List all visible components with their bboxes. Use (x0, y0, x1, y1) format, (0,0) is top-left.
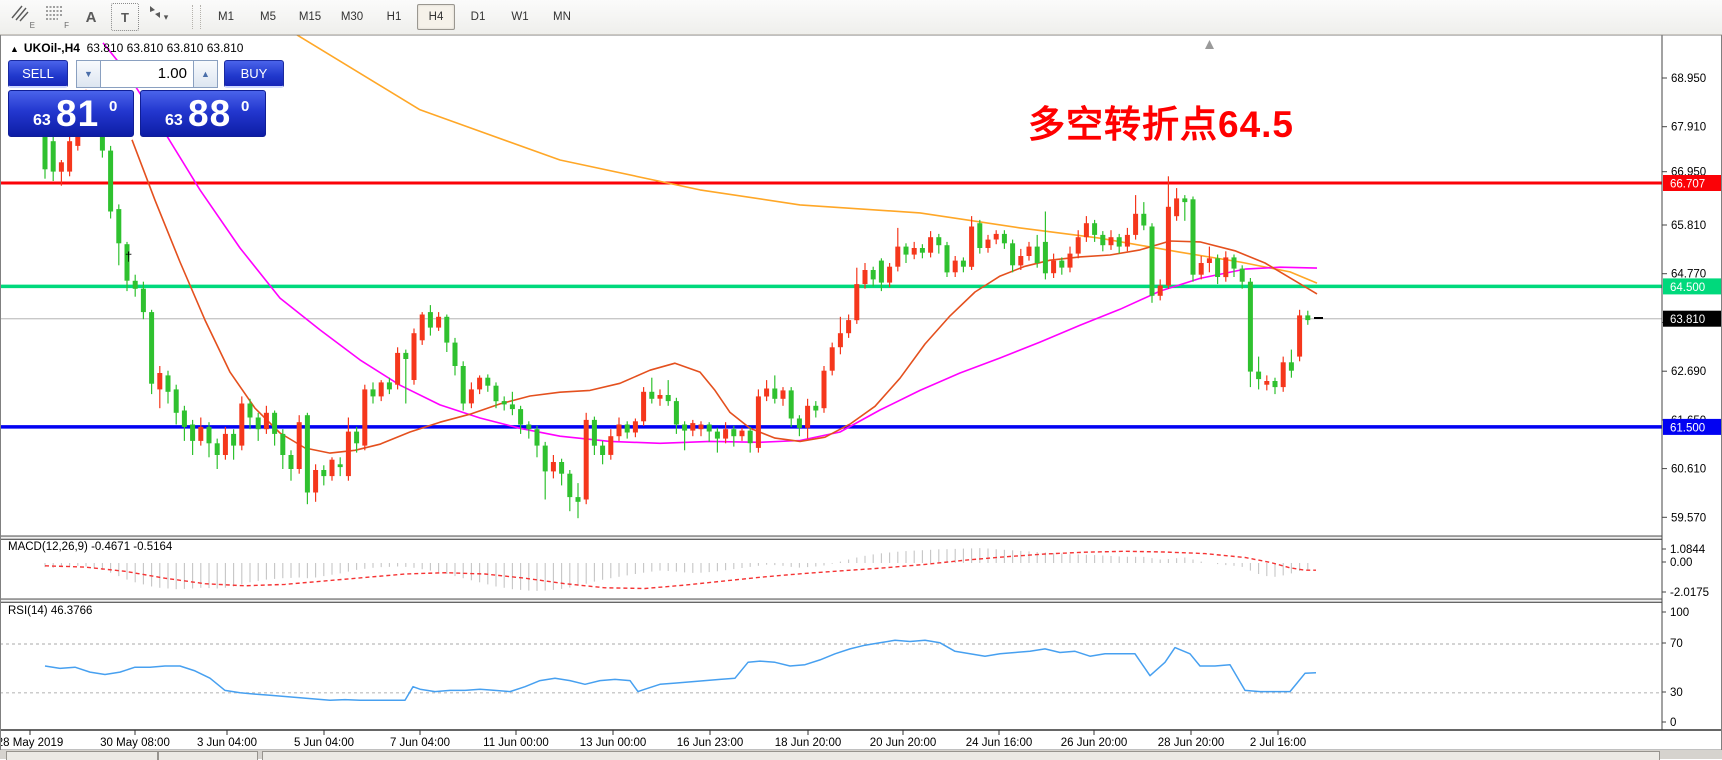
candles-group (42, 89, 1311, 519)
chart-annotation-text: 多空转折点64.5 (1028, 104, 1295, 145)
svg-text:63.810: 63.810 (1670, 314, 1705, 326)
date-label: 7 Jun 04:00 (390, 737, 450, 749)
chart-tab-1[interactable] (158, 751, 258, 760)
symbol-name: UKOil-,H4 (23, 41, 80, 55)
date-label: 30 May 08:00 (100, 737, 170, 749)
svg-text:62.690: 62.690 (1671, 366, 1706, 378)
svg-text:70: 70 (1670, 638, 1683, 650)
timeframe-button-mn[interactable]: MN (553, 11, 571, 23)
text-tool-icon[interactable]: A (85, 8, 97, 26)
timeframe-button-m15[interactable]: M15 (298, 11, 322, 23)
sell-quote-box[interactable]: 63 81 0 (8, 90, 134, 137)
date-label: 11 Jun 00:00 (483, 737, 549, 749)
date-label: 24 Jun 16:00 (966, 737, 1033, 749)
slow-ma-orange (296, 34, 1318, 284)
rsi-label: RSI(14) 46.3766 (8, 605, 93, 617)
timeframe-button-w1[interactable]: W1 (511, 11, 529, 23)
volume-input[interactable]: 1.00 (101, 60, 193, 88)
svg-text:68.950: 68.950 (1671, 73, 1706, 85)
ohlc-quotes: 63.810 63.810 63.810 63.810 (86, 41, 244, 55)
text-label-tool-icon[interactable]: T (111, 3, 139, 31)
sell-button[interactable]: SELL (8, 60, 68, 88)
svg-text:60.610: 60.610 (1671, 464, 1706, 476)
price-badge-64.500: 64.500 (1663, 278, 1721, 295)
date-label: 20 Jun 20:00 (870, 737, 937, 749)
date-label: 28 May 2019 (0, 737, 63, 749)
svg-text:0.00: 0.00 (1670, 557, 1692, 569)
volume-increase-button[interactable]: ▲ (193, 60, 218, 88)
one-click-trade-panel: SELL ▼ 1.00 ▲ BUY 63 81 0 63 88 0 (8, 60, 288, 137)
timeframe-button-h1[interactable]: H1 (386, 11, 402, 23)
price-badge-66.707: 66.707 (1663, 175, 1721, 191)
price-badge-61.500: 61.500 (1663, 418, 1721, 435)
timeframe-button-m1[interactable]: M1 (218, 11, 234, 23)
rsi-panel[interactable] (0, 639, 1662, 701)
date-label: 28 Jun 20:00 (1158, 737, 1225, 749)
svg-text:64.770: 64.770 (1671, 269, 1706, 281)
fibonacci-tool-icon[interactable]: F (46, 6, 69, 30)
buy-quote-box[interactable]: 63 88 0 (140, 90, 266, 137)
sell-price-sup: 0 (109, 98, 118, 115)
svg-text:30: 30 (1670, 687, 1683, 699)
svg-text:100: 100 (1670, 607, 1689, 619)
fast-ma-redorange (131, 139, 1318, 454)
date-label: 16 Jun 23:00 (677, 737, 744, 749)
svg-text:66.707: 66.707 (1670, 179, 1705, 191)
chart-shift-icon[interactable] (1205, 40, 1214, 49)
mid-ma-magenta (102, 42, 1318, 445)
buy-button[interactable]: BUY (224, 60, 284, 88)
dagger-marker: † (125, 249, 132, 264)
svg-text:1.0844: 1.0844 (1670, 544, 1706, 556)
chart-tabs-strip (0, 750, 1722, 760)
time-axis: 28 May 2019 30 May 08:00 3 Jun 04:00 5 Jun … (0, 730, 1306, 749)
channel-tool-icon[interactable]: E (9, 3, 37, 31)
date-label: 5 Jun 04:00 (294, 737, 354, 749)
timeframe-button-d1[interactable]: D1 (470, 11, 486, 23)
svg-text:0: 0 (1670, 717, 1676, 729)
volume-decrease-button[interactable]: ▼ (76, 60, 101, 88)
chart-title: ▲ UKOil-,H4 63.810 63.810 63.810 63.810 (10, 41, 243, 55)
toolbar-separator (192, 5, 201, 29)
timeframe-button-m5[interactable]: M5 (260, 11, 276, 23)
volume-stepper: ▼ 1.00 ▲ (76, 60, 218, 88)
svg-text:64.500: 64.500 (1670, 282, 1705, 294)
chart-tab-0[interactable] (6, 751, 158, 760)
timeframe-button-h4[interactable]: H4 (417, 4, 455, 30)
sell-price-big: 81 (56, 93, 100, 134)
toolbar: E F A T ▾ M1 M5 M15 M30 H1 H4 D1 W1 MN (0, 0, 1722, 35)
svg-text:59.570: 59.570 (1671, 512, 1706, 524)
buy-price-big: 88 (188, 93, 232, 134)
buy-price-sup: 0 (241, 98, 250, 115)
date-label: 2 Jul 16:00 (1250, 737, 1306, 749)
chevron-down-icon: ▾ (163, 11, 169, 22)
collapse-arrow-icon[interactable]: ▲ (10, 44, 19, 54)
svg-text:61.500: 61.500 (1670, 422, 1705, 434)
svg-text:67.910: 67.910 (1671, 122, 1706, 134)
chart-tab-2[interactable] (262, 751, 1660, 760)
date-label: 3 Jun 04:00 (197, 737, 257, 749)
timeframe-button-m30[interactable]: M30 (340, 11, 364, 23)
sell-price-small: 63 (33, 112, 51, 129)
buy-price-small: 63 (165, 112, 183, 129)
date-label: 18 Jun 20:00 (775, 737, 842, 749)
current-price-badge: 63.810 (1663, 310, 1721, 327)
arrows-tool-icon[interactable]: ▾ (145, 3, 185, 31)
date-label: 13 Jun 00:00 (580, 737, 647, 749)
svg-text:65.810: 65.810 (1671, 220, 1706, 232)
macd-label: MACD(12,26,9) -0.4671 -0.5164 (8, 541, 173, 553)
macd-panel[interactable] (44, 548, 1316, 591)
svg-text:-2.0175: -2.0175 (1670, 587, 1709, 599)
date-label: 26 Jun 20:00 (1061, 737, 1128, 749)
